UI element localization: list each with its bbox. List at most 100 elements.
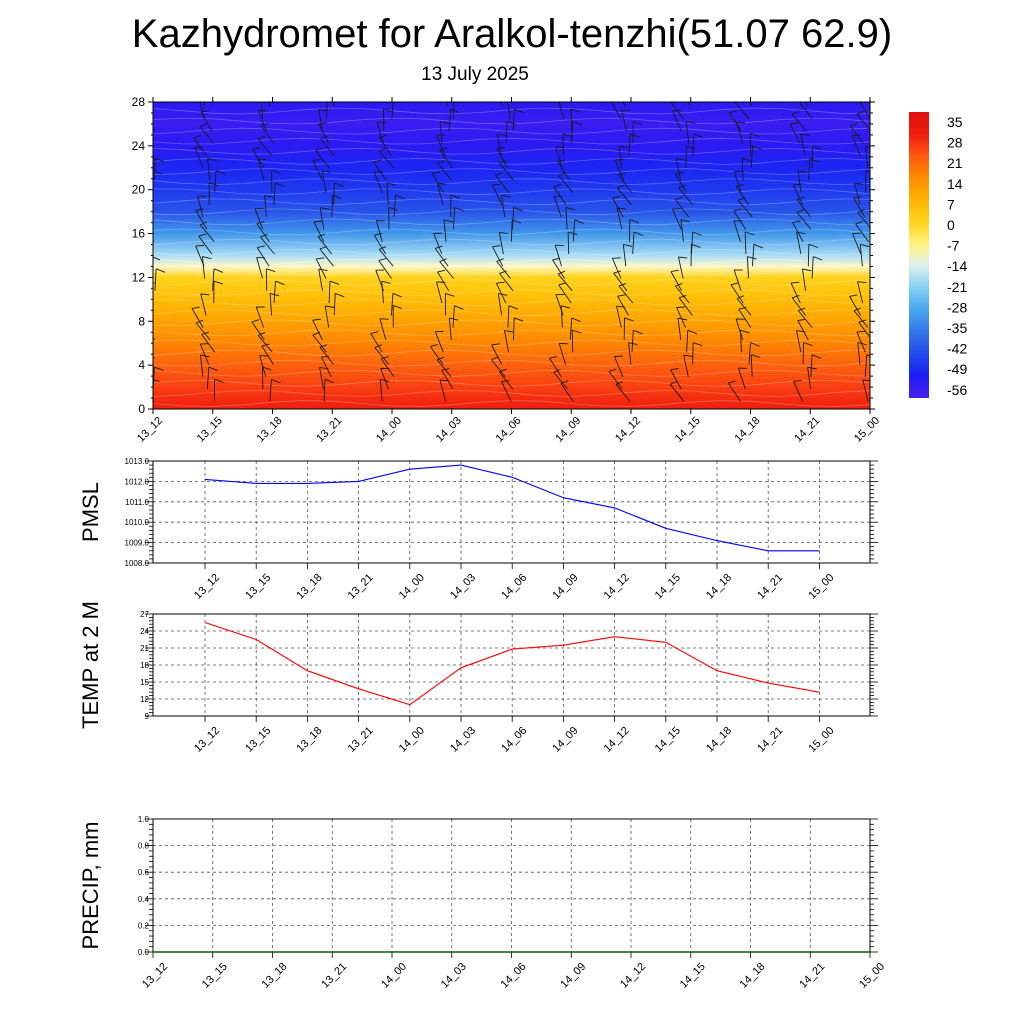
wind-barb (507, 305, 510, 328)
wind-barb (430, 346, 444, 365)
wind-barb-flag (750, 342, 760, 347)
wind-barb-flag (792, 110, 800, 115)
wind-barb-flag (257, 135, 265, 140)
wind-barb-flag (318, 268, 328, 272)
y-tick-label: 0 (138, 402, 145, 416)
wind-barb-flag (753, 243, 764, 249)
x-tick-label: 13_15 (243, 725, 273, 755)
wind-barb (557, 102, 565, 120)
wind-barb (251, 321, 265, 341)
wind-barb-flag (261, 343, 270, 347)
wind-barb-flag (313, 220, 323, 223)
wind-barb (857, 281, 864, 304)
x-tick-label: 14_15 (653, 725, 683, 755)
wind-barb-flag (865, 170, 870, 173)
wind-barb (554, 245, 563, 267)
wind-barb (324, 305, 330, 328)
x-tick-label: 14_09 (550, 725, 580, 755)
wind-barb-flag (672, 208, 681, 210)
wind-barb-flag (857, 281, 867, 284)
x-tick-label: 14_06 (499, 961, 529, 991)
wind-barb (683, 355, 689, 377)
wind-barb (614, 159, 625, 181)
wind-barb (615, 384, 631, 402)
wind-barb (507, 102, 511, 119)
wind-barb (498, 232, 504, 255)
wind-barb (434, 331, 444, 353)
wind-barb (558, 175, 574, 193)
wind-barb (549, 357, 562, 378)
wind-barb-flag (141, 332, 149, 333)
x-tick-label: 13_18 (294, 572, 324, 602)
wind-barb (678, 297, 693, 316)
wind-barb (791, 113, 807, 132)
wind-barb-flag (560, 305, 571, 309)
wind-barb (491, 359, 506, 378)
wind-barb-flag (683, 354, 693, 357)
wind-barb (512, 109, 515, 132)
wind-barb-flag (677, 87, 684, 90)
wind-barb-flag (802, 268, 812, 272)
wind-barb-flag (439, 121, 450, 125)
contour-line (153, 218, 870, 226)
wind-barb-flag (370, 331, 379, 334)
wind-barb-flag (266, 268, 276, 273)
wind-barb-flag (562, 133, 572, 137)
wind-barb (320, 138, 335, 156)
wind-barb-flag (857, 85, 866, 86)
wind-barb (201, 256, 206, 279)
wind-barb-flag (669, 381, 678, 385)
wind-barb (678, 187, 693, 206)
wind-barb (381, 281, 384, 304)
x-tick-label: 14_21 (755, 725, 785, 755)
panel-frame (152, 613, 871, 717)
x-tick-label: 13_21 (319, 961, 349, 991)
wind-barb (558, 102, 563, 107)
contour-line (153, 279, 870, 286)
wind-barb-flag (807, 366, 817, 370)
wind-barb-flag (675, 158, 685, 161)
wind-barb (501, 195, 506, 218)
wind-barb (315, 258, 327, 279)
contour-line (153, 168, 870, 175)
wind-barb-flag (388, 206, 398, 211)
wind-barb-flag (257, 245, 266, 249)
wind-barb (200, 293, 207, 316)
wind-barb-flag (386, 182, 396, 186)
wind-barb (313, 221, 325, 242)
wind-barb-flag (252, 147, 261, 150)
wind-barb (195, 322, 211, 341)
wind-barb-flag (504, 330, 514, 333)
x-tick-label: 14_18 (704, 572, 734, 602)
x-tick-label: 13_12 (192, 725, 222, 755)
x-tick-label: 14_06 (499, 572, 529, 602)
wind-barb (259, 355, 267, 377)
colorbar-label: 35 (947, 114, 963, 130)
wind-barb-flag (450, 194, 460, 199)
wind-barb (797, 170, 802, 193)
wind-barb-flag (633, 231, 644, 236)
wind-barb (677, 256, 684, 279)
x-tick-label: 14_09 (553, 415, 583, 445)
wind-barb-flag (513, 206, 523, 212)
wind-barb (199, 224, 215, 242)
wind-barb-flag (208, 366, 218, 372)
wind-barb-flag (439, 258, 447, 263)
wind-barb (437, 163, 452, 181)
colorbar-label: -28 (947, 299, 967, 315)
wind-barb (199, 343, 210, 365)
wind-barb (750, 354, 753, 377)
wind-barb-flag (491, 356, 499, 361)
wind-barb (379, 379, 383, 402)
y-tick-label: 1009.0 (125, 539, 150, 548)
wind-barb-flag (812, 145, 822, 150)
wind-barb-flag (378, 257, 387, 262)
wind-barb-flag (193, 135, 201, 139)
wind-barb-flag (379, 318, 389, 320)
y-tick-label: 0.0 (138, 948, 150, 957)
wind-barb-flag (623, 243, 633, 247)
wind-barb-flag (335, 85, 344, 88)
x-tick-label: 14_18 (704, 725, 734, 755)
wind-barb (807, 367, 812, 390)
wind-barb (796, 232, 802, 255)
